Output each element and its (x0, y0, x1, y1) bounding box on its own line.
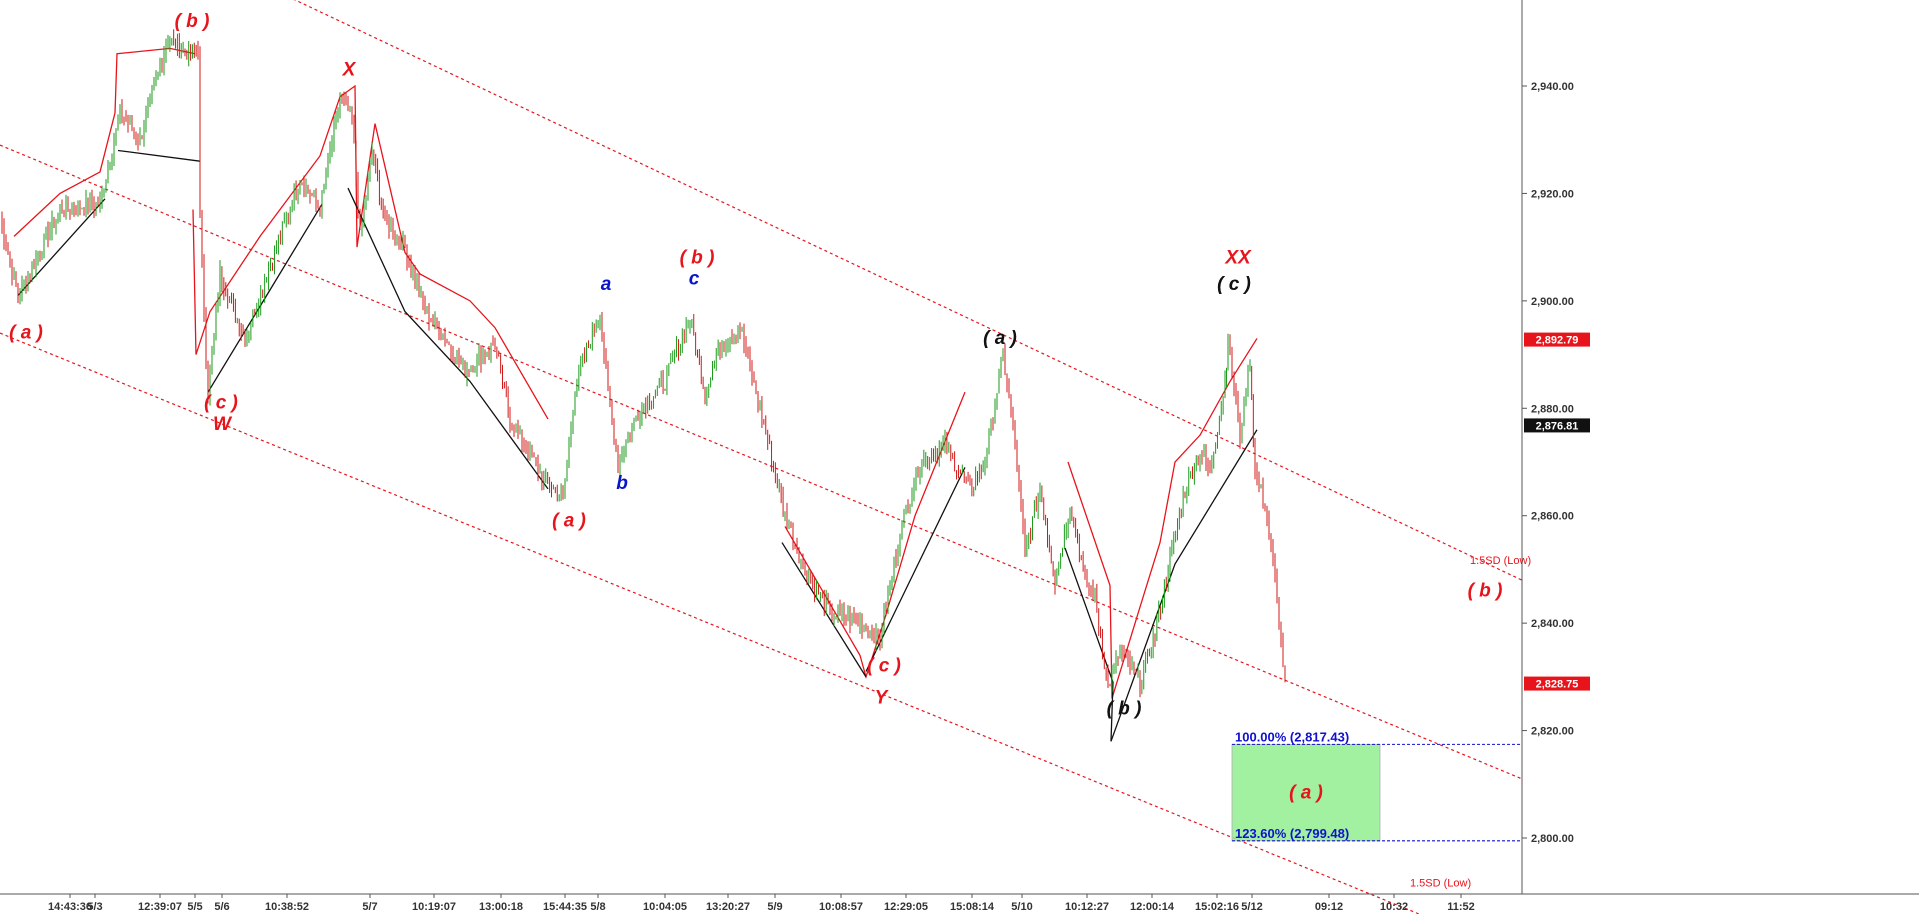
wave-label-6: a (601, 274, 612, 295)
black-trend-1b (117, 149, 201, 162)
y-tick-label: 2,900.00 (1531, 296, 1574, 308)
x-tick-label: 12:00:14 (1130, 901, 1175, 913)
price-tag-box-2 (1524, 676, 1590, 691)
target-zone-label: ( a ) (1289, 783, 1323, 804)
fib-level-label-1: 123.60% (2,799.48) (1235, 826, 1349, 841)
wave-label-14: XX (1224, 247, 1252, 268)
wave-label-11: Y (875, 688, 890, 709)
wave-label-4: W (213, 414, 233, 435)
y-tick-label: 2,800.00 (1531, 833, 1574, 845)
y-tick-label: 2,820.00 (1531, 726, 1574, 738)
x-tick-label: 14:43:36 (48, 901, 92, 913)
red-trend-2 (192, 84, 549, 420)
price-tag-box-0 (1524, 332, 1590, 347)
x-tick-label: 10:32 (1380, 901, 1408, 913)
channel-label-1: 1.5SD (Low) (1410, 877, 1471, 889)
y-tick-label: 2,920.00 (1531, 188, 1574, 200)
x-tick-label: 5/9 (767, 901, 782, 913)
x-tick-label: 12:39:07 (138, 901, 182, 913)
x-tick-label: 09:12 (1315, 901, 1343, 913)
x-tick-label: 5/3 (87, 901, 102, 913)
black-trend-3 (347, 187, 549, 490)
wave-label-16: ( b ) (1468, 580, 1503, 601)
price-tag-label-0: 2,892.79 (1536, 335, 1579, 347)
price-series (1, 29, 1286, 698)
wave-label-12: ( a ) (983, 328, 1017, 349)
channel-label-0: 1.5SD (Low) (1470, 555, 1531, 567)
wave-label-8: c (689, 269, 700, 290)
wave-label-9: ( b ) (680, 247, 715, 268)
y-tick-label: 2,880.00 (1531, 403, 1574, 415)
x-tick-label: 11:52 (1447, 901, 1475, 913)
y-tick-label: 2,860.00 (1531, 511, 1574, 523)
target-zone-box (1231, 743, 1381, 842)
x-tick-label: 5/5 (187, 901, 202, 913)
red-trend-4 (1067, 338, 1258, 699)
wave-label-3: ( c ) (204, 392, 238, 413)
black-trend-6 (1064, 547, 1114, 742)
x-tick-label: 10:08:57 (819, 901, 863, 913)
channel-line-1 (0, 144, 1523, 780)
wave-label-1: X (342, 59, 357, 80)
wave-label-15: ( c ) (1217, 274, 1251, 295)
wave-label-7: b (616, 473, 628, 494)
x-tick-label: 5/6 (214, 901, 229, 913)
x-tick-label: 13:20:27 (706, 901, 750, 913)
wave-label-5: ( a ) (552, 510, 586, 531)
x-tick-label: 13:00:18 (479, 901, 523, 913)
x-tick-label: 5/8 (590, 901, 605, 913)
wave-label-13: ( b ) (1107, 698, 1142, 719)
x-tick-label: 10:38:52 (265, 901, 309, 913)
x-tick-label: 5/7 (362, 901, 377, 913)
price-tag-label-1: 2,876.81 (1536, 420, 1579, 432)
wave-labels: ( b )X( a )( c )W( a )abc( b )( c )Y( a … (9, 11, 1502, 720)
channel-lines: 1.5SD (Low) 1.5SD (Low) (0, 0, 1531, 914)
x-tick-label: 10:12:27 (1065, 901, 1109, 913)
price-tag-label-2: 2,828.75 (1536, 679, 1579, 691)
x-tick-label: 5/12 (1241, 901, 1262, 913)
y-tick-label: 2,840.00 (1531, 618, 1574, 630)
y-tick-label: 2,940.00 (1531, 81, 1574, 93)
x-tick-label: 15:08:14 (950, 901, 995, 913)
x-tick-label: 15:02:16 (1195, 901, 1239, 913)
channel-line-2 (0, 332, 1421, 914)
x-tick-label: 10:04:05 (643, 901, 687, 913)
wave-label-0: ( b ) (175, 11, 210, 32)
fib-level-label-0: 100.00% (2,817.43) (1235, 729, 1349, 744)
price-tag-box-1 (1524, 418, 1590, 433)
x-tick-label: 15:44:35 (543, 901, 587, 913)
x-tick-label: 10:19:07 (412, 901, 456, 913)
wave-label-10: ( c ) (867, 655, 901, 676)
black-trend-7 (1110, 429, 1258, 742)
x-tick-label: 5/10 (1011, 901, 1032, 913)
x-tick-label: 12:29:05 (884, 901, 928, 913)
channel-line-0 (293, 0, 1523, 581)
fib-target-zone: 100.00% (2,817.43) 123.60% (2,799.48) ( a … (1231, 729, 1522, 842)
wave-label-2: ( a ) (9, 322, 43, 343)
